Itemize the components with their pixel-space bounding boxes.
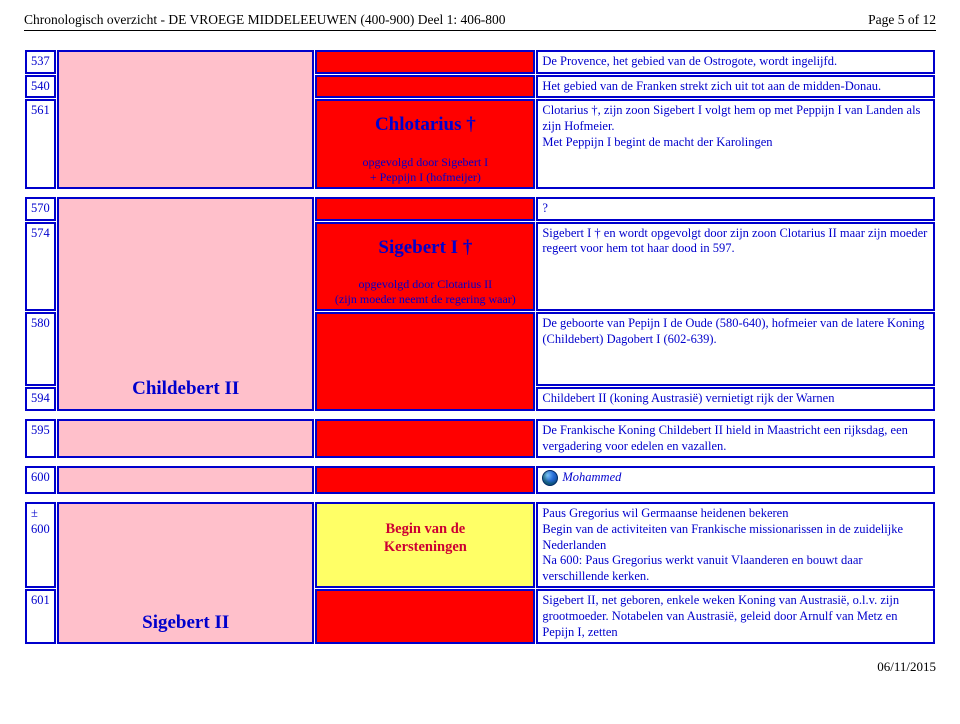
event-cell: ? (536, 197, 935, 221)
col2-empty (57, 50, 314, 189)
event-title-1: Begin van de (321, 520, 529, 538)
event-cell: Mohammed (536, 466, 935, 494)
ruler-sub1: opgevolgd door Clotarius II (321, 277, 529, 292)
year-cell: 540 (25, 75, 56, 99)
event-text: Mohammed (562, 470, 621, 484)
ruler-name: Sigebert II (59, 601, 312, 637)
header-page-num: Page 5 of 12 (868, 12, 936, 28)
page-header: Chronologisch overzicht - DE VROEGE MIDD… (24, 12, 936, 31)
col2-empty (57, 466, 314, 494)
event-cell: Sigebert II, net geboren, enkele weken K… (536, 589, 935, 644)
col2-container: Childebert II (57, 197, 314, 411)
header-title: Chronologisch overzicht - DE VROEGE MIDD… (24, 12, 506, 28)
event-title-cell: Begin van de Kersteningen (315, 502, 535, 588)
year-cell: 601 (25, 589, 56, 644)
event-cell: Clotarius †, zijn zoon Sigebert I volgt … (536, 99, 935, 189)
row-600: 600 Mohammed (25, 466, 935, 494)
col2-container: Sigebert II (57, 502, 314, 644)
event-cell: De Provence, het gebied van de Ostrogote… (536, 50, 935, 74)
row-600b: ± 600 Sigebert II Begin van de Kerstenin… (25, 502, 935, 588)
ruler-sub2: (zijn moeder neemt de regering waar) (321, 292, 529, 307)
col3-empty (315, 197, 535, 221)
globe-icon (542, 470, 558, 486)
col3-empty (315, 75, 535, 99)
col3-empty (315, 312, 535, 411)
year-cell: 600 (25, 466, 56, 494)
timeline-table-4: 600 Mohammed (24, 465, 936, 495)
col3-empty (315, 50, 535, 74)
year-cell: ± 600 (25, 502, 56, 588)
year-cell: 574 (25, 222, 56, 312)
ruler-sub2: + Peppijn I (hofmeijer) (321, 170, 529, 185)
event-cell: De geboorte van Pepijn I de Oude (580-64… (536, 312, 935, 386)
event-cell: Childebert II (koning Austrasië) verniet… (536, 387, 935, 411)
year-cell: 595 (25, 419, 56, 458)
ruler-cell: Chlotarius † opgevolgd door Sigebert I +… (315, 99, 535, 189)
event-title-2: Kersteningen (321, 538, 529, 556)
col2-empty (57, 419, 314, 458)
event-cell: De Frankische Koning Childebert II hield… (536, 419, 935, 458)
timeline-table-3: 595 De Frankische Koning Childebert II h… (24, 418, 936, 459)
col3-empty (315, 466, 535, 494)
year-cell: 594 (25, 387, 56, 411)
timeline-table-1: 537 De Provence, het gebied van de Ostro… (24, 49, 936, 190)
event-cell: Het gebied van de Franken strekt zich ui… (536, 75, 935, 99)
timeline-table-2: 570 Childebert II ? 574 Sigebert I † opg… (24, 196, 936, 412)
year-cell: 580 (25, 312, 56, 386)
row-595: 595 De Frankische Koning Childebert II h… (25, 419, 935, 458)
ruler-name: Chlotarius † (321, 103, 529, 139)
row-537: 537 De Provence, het gebied van de Ostro… (25, 50, 935, 74)
year-cell: 537 (25, 50, 56, 74)
footer-date: 06/11/2015 (24, 659, 936, 675)
year-cell: 570 (25, 197, 56, 221)
event-cell: Paus Gregorius wil Germaanse heidenen be… (536, 502, 935, 588)
timeline-table-5: ± 600 Sigebert II Begin van de Kerstenin… (24, 501, 936, 645)
ruler-cell: Sigebert I † opgevolgd door Clotarius II… (315, 222, 535, 312)
ruler-sub1: opgevolgd door Sigebert I (321, 155, 529, 170)
event-cell: Sigebert I † en wordt opgevolgt door zij… (536, 222, 935, 312)
year-cell: 561 (25, 99, 56, 189)
ruler-name: Childebert II (59, 367, 312, 403)
ruler-name: Sigebert I † (321, 226, 529, 262)
col3-empty (315, 419, 535, 458)
row-570: 570 Childebert II ? (25, 197, 935, 221)
col3-empty (315, 589, 535, 644)
page-container: Chronologisch overzicht - DE VROEGE MIDD… (0, 0, 960, 681)
